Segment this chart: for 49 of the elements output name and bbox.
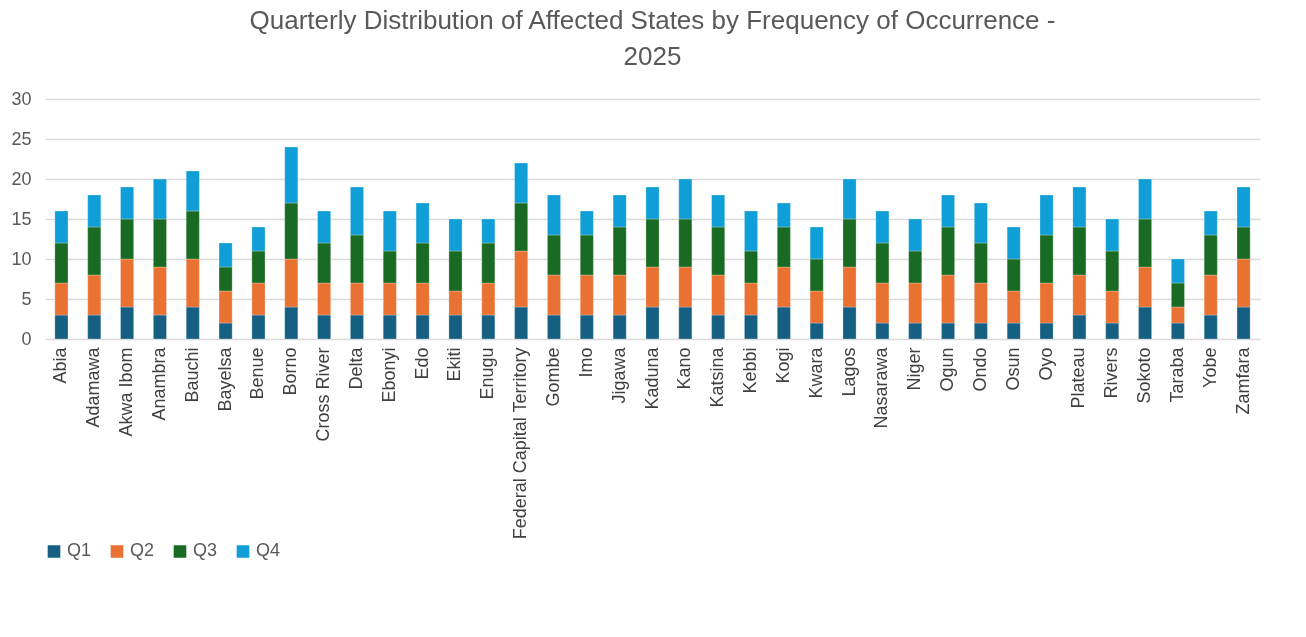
x-tick-label: Adamawa <box>83 346 104 428</box>
y-tick-label: 30 <box>11 88 32 109</box>
legend-label: Q4 <box>256 540 281 561</box>
x-tick-label: Imo <box>575 347 596 378</box>
x-tick-label: Ekiti <box>444 347 465 382</box>
x-tick-label: Sokoto <box>1134 347 1155 404</box>
x-tick-label: Benue <box>247 347 268 400</box>
x-tick-label: Ogun <box>937 347 958 392</box>
x-tick-label: Gombe <box>542 347 563 407</box>
y-tick-label: 20 <box>11 168 32 189</box>
x-tick-label: Abia <box>50 346 71 384</box>
x-tick-label: Kaduna <box>641 346 662 410</box>
x-tick-label: Anambra <box>148 346 169 421</box>
x-tick-label: Enugu <box>477 347 498 400</box>
y-tick-label: 25 <box>11 128 32 149</box>
x-tick-label: Delta <box>345 346 366 390</box>
x-tick-label: Yobe <box>1199 347 1220 388</box>
x-tick-label: Rivers <box>1101 347 1122 399</box>
x-tick-label: Nasarawa <box>871 346 892 429</box>
x-tick-label: Kogi <box>772 347 793 384</box>
y-tick-label: 15 <box>11 208 32 229</box>
y-tick-label: 10 <box>11 248 32 269</box>
x-tick-label: Osun <box>1002 347 1023 391</box>
x-tick-label: Bayelsa <box>214 346 235 412</box>
x-tick-label: Bauchi <box>181 347 202 403</box>
x-tick-label: Ondo <box>969 347 990 392</box>
x-tick-label: Taraba <box>1166 346 1187 403</box>
x-tick-label: Jigawa <box>608 346 629 404</box>
x-tick-label: Kebbi <box>740 347 761 394</box>
y-tick-label: 0 <box>21 328 32 349</box>
x-tick-label: Ebonyi <box>378 347 399 403</box>
x-tick-label: Borno <box>280 347 301 396</box>
x-tick-label: Kwara <box>805 346 826 399</box>
x-tick-label: Niger <box>904 347 925 391</box>
x-tick-label: Akwa Ibom <box>116 347 137 437</box>
x-tick-label: Oyo <box>1035 347 1056 381</box>
x-tick-label: Kano <box>674 347 695 390</box>
x-tick-label: Plateau <box>1068 347 1089 409</box>
x-tick-label: Zamfara <box>1232 346 1253 415</box>
x-tick-label: Katsina <box>707 346 728 408</box>
x-tick-label: Federal Capital Territory <box>510 347 531 540</box>
legend-label: Q2 <box>130 540 155 561</box>
y-tick-label: 5 <box>21 288 32 309</box>
legend-label: Q1 <box>67 540 92 561</box>
x-tick-label: Edo <box>411 347 432 380</box>
x-tick-label: Cross River <box>313 347 334 442</box>
chart-title: Quarterly Distribution of Affected States by Frequency of Occurrence - 2025 <box>249 5 1056 71</box>
x-tick-label: Lagos <box>838 347 859 397</box>
legend-label: Q3 <box>193 540 218 561</box>
